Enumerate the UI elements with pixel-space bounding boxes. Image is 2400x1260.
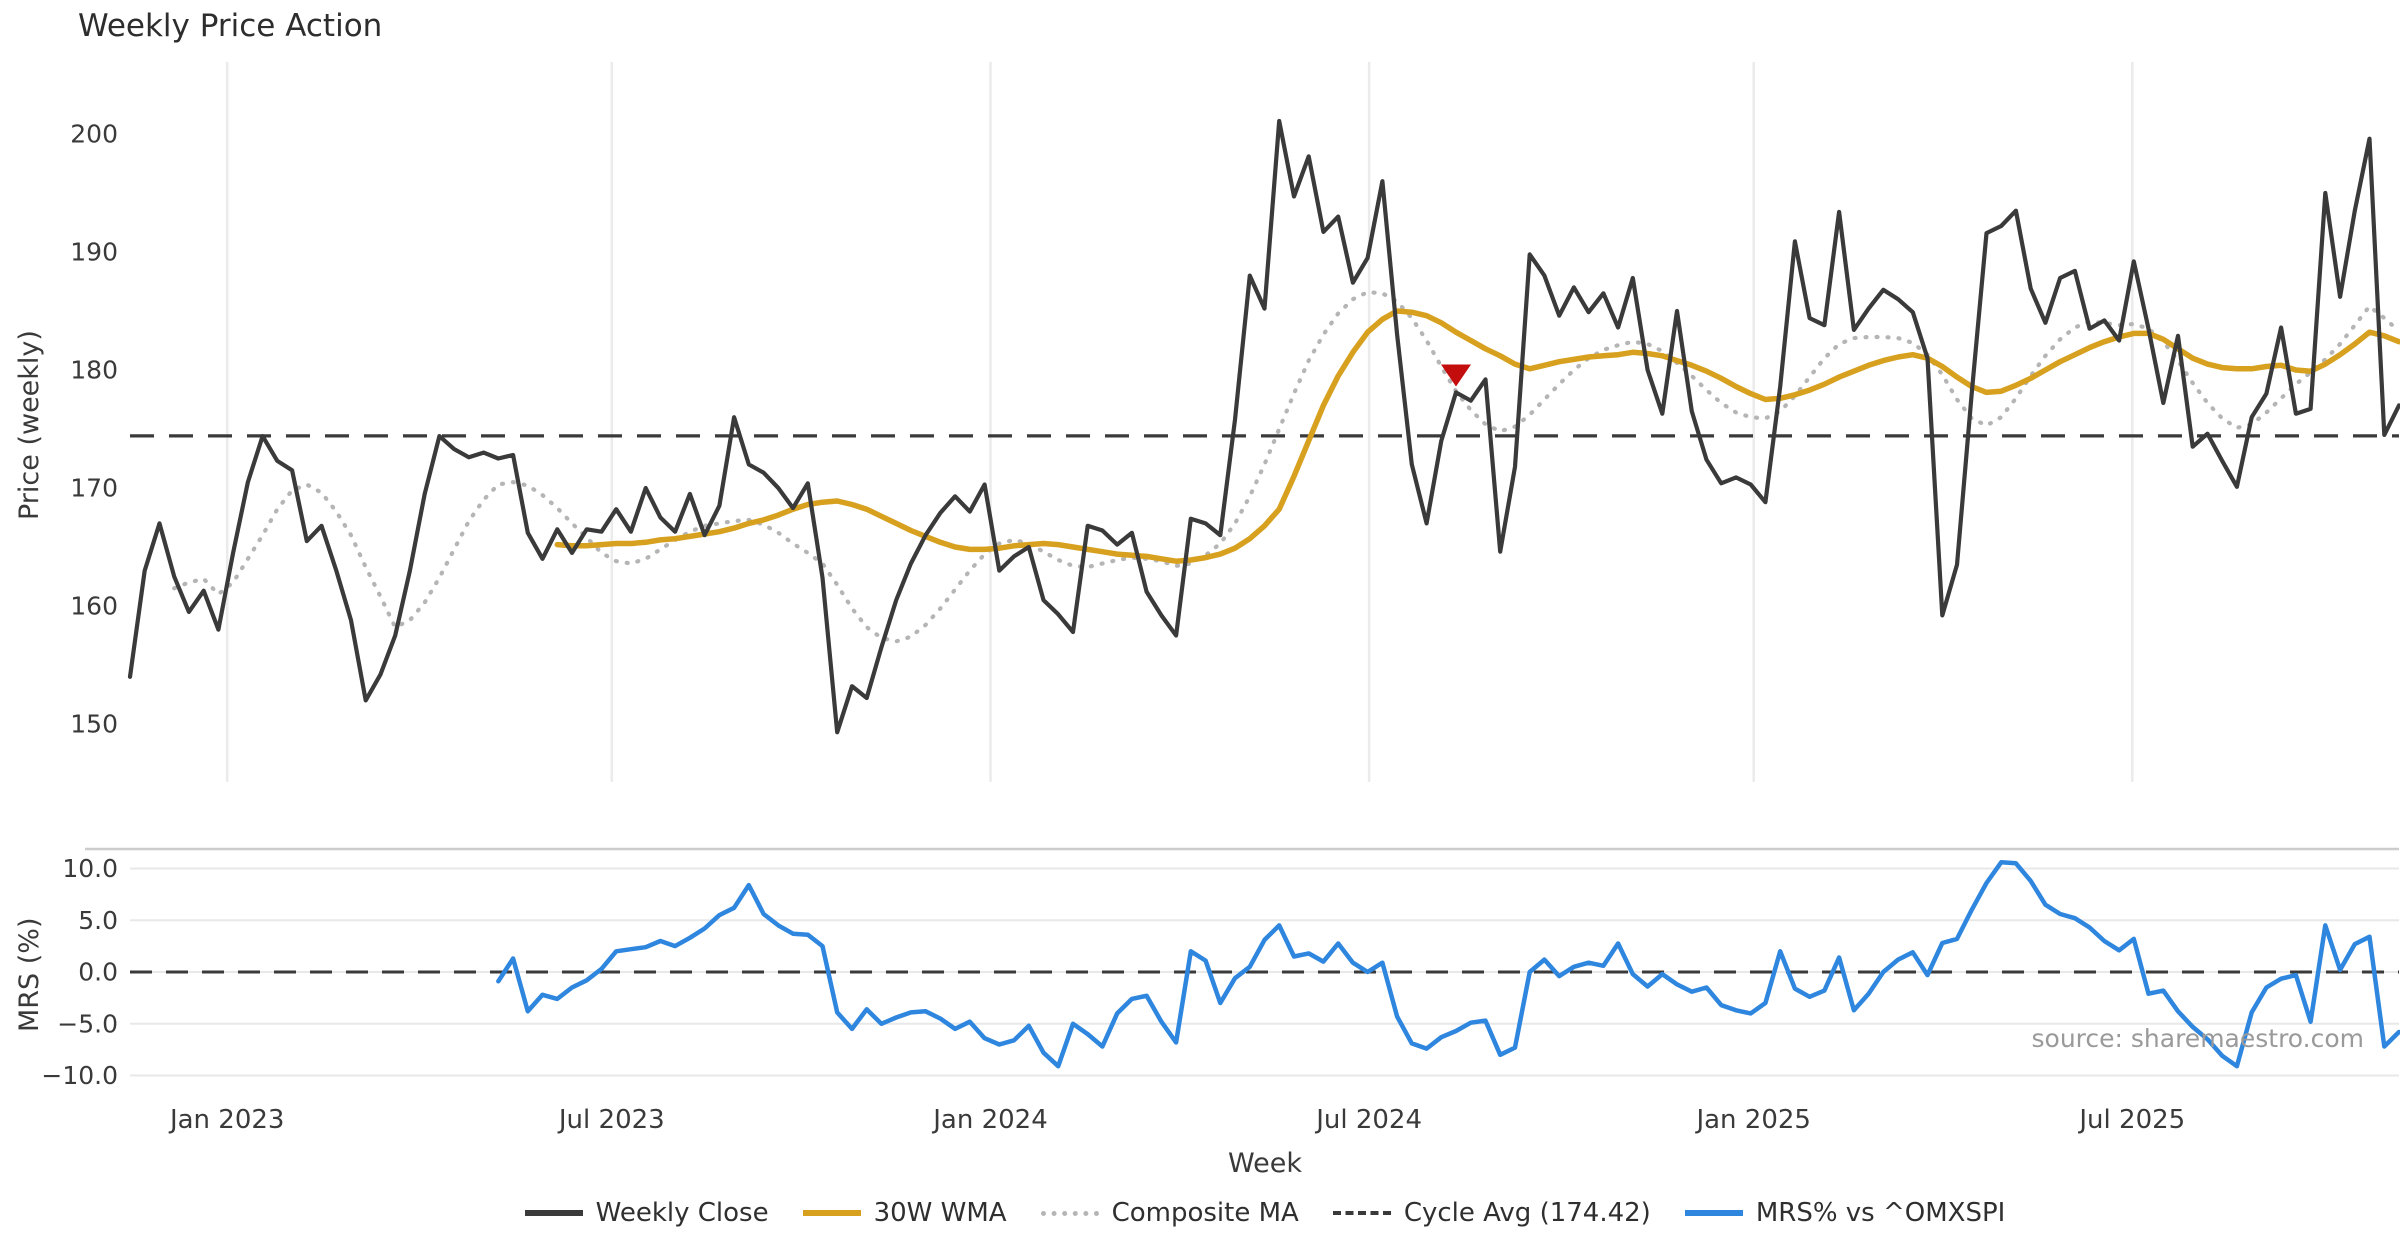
legend-label: 30W WMA — [873, 1198, 1007, 1228]
x-tick-label: Jan 2025 — [1694, 1105, 1811, 1135]
y-tick-label-price: 150 — [70, 710, 118, 739]
x-tick-label: Jul 2025 — [2077, 1105, 2185, 1135]
x-tick-label: Jan 2024 — [931, 1105, 1048, 1135]
legend-item-mrs-vs-omxspi: MRS% vs ^OMXSPI — [1684, 1198, 2006, 1228]
x-axis-label: Week — [1228, 1148, 1302, 1179]
legend-label: Composite MA — [1111, 1198, 1299, 1228]
x-tick-label: Jan 2023 — [168, 1105, 285, 1135]
legend-swatch-1 — [802, 1210, 861, 1216]
y-tick-label-price: 190 — [70, 238, 118, 267]
mrs-line — [496, 860, 2400, 1069]
y-tick-label-price: 180 — [70, 356, 118, 385]
y-tick-label-price: 170 — [70, 474, 118, 503]
legend-item-weekly-close: Weekly Close — [524, 1198, 769, 1228]
legend-swatch-4 — [1684, 1210, 1743, 1216]
legend-label: Weekly Close — [595, 1198, 769, 1228]
y-tick-label-price: 160 — [70, 592, 118, 621]
x-tick-label: Jul 2023 — [557, 1105, 665, 1135]
composite-ma-line — [172, 290, 2400, 644]
y-tick-label-mrs: 5.0 — [78, 906, 118, 935]
y-tick-label-mrs: −5.0 — [57, 1009, 118, 1038]
legend-swatch-0 — [524, 1210, 583, 1216]
chart-title: Weekly Price Action — [78, 8, 383, 44]
legend-swatch-3 — [1332, 1211, 1391, 1215]
legend-item-cycle-avg-174-42: Cycle Avg (174.42) — [1332, 1198, 1651, 1228]
y-tick-label-mrs: 0.0 — [78, 958, 118, 987]
legend-swatch-2 — [1040, 1210, 1099, 1216]
chart-legend: Weekly Close 30W WMA Composite MA Cycle Avg… — [130, 1198, 2400, 1228]
y-tick-label-mrs: 10.0 — [62, 854, 118, 883]
legend-label: MRS% vs ^OMXSPI — [1755, 1198, 2006, 1228]
y-tick-label-price: 200 — [70, 120, 118, 149]
source-note: source: sharemaestro.com — [2031, 1024, 2365, 1053]
legend-label: Cycle Avg (174.42) — [1403, 1198, 1651, 1228]
sell-signal-marker — [1441, 364, 1471, 387]
wma-30w-line — [554, 308, 2400, 564]
weekly-close-line — [127, 118, 2400, 735]
x-tick-label: Jul 2024 — [1314, 1105, 1422, 1135]
legend-item-30w-wma: 30W WMA — [802, 1198, 1007, 1228]
y-tick-label-mrs: −10.0 — [41, 1061, 118, 1090]
legend-item-composite-ma: Composite MA — [1040, 1198, 1299, 1228]
